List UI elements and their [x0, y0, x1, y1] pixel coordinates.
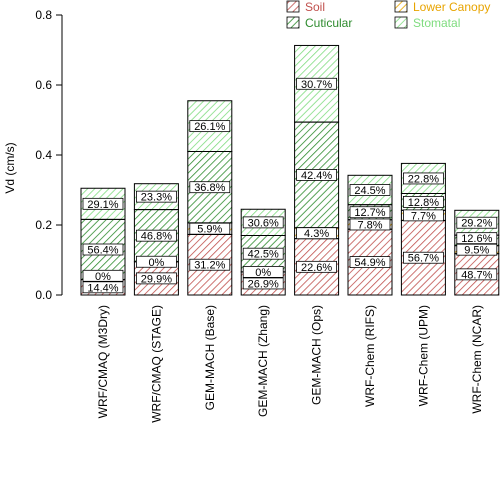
percent-label: 12.7%: [354, 207, 385, 219]
percent-label: 22.8%: [408, 173, 439, 185]
percent-labels: 14.4%0%56.4%29.1%29.9%0%46.8%23.3%31.2%5…: [82, 77, 498, 294]
percent-label-box: [296, 260, 338, 273]
legend: Soil Lower Canopy Cuticular Stomatal: [286, 0, 490, 30]
percent-label: 0%: [95, 271, 111, 283]
percent-label-box: [135, 190, 177, 203]
percent-label-box: [135, 229, 177, 242]
percent-label: 29.2%: [461, 218, 492, 230]
legend-swatch-soil: [286, 0, 300, 13]
bar-segment-outline: [187, 100, 233, 152]
percent-label: 54.9%: [354, 257, 385, 269]
percent-label-box: [349, 218, 391, 231]
bar-segment-outline: [400, 162, 446, 194]
x-category-label: WRF-Chem (UPM): [416, 305, 430, 406]
y-tick-label: 0.8: [35, 8, 52, 22]
percent-label-box: [242, 277, 284, 290]
percent-label-box: [402, 251, 444, 264]
percent-label-box: [456, 268, 498, 281]
percent-label: 31.2%: [194, 260, 225, 272]
percent-label-box: [135, 255, 177, 268]
y-tick-label: 0.4: [35, 148, 52, 162]
percent-label: 56.4%: [87, 245, 118, 257]
legend-swatch-stomatal: [394, 16, 408, 29]
percent-label-box: [349, 184, 391, 196]
percent-label: 12.8%: [408, 197, 439, 209]
percent-label-box: [189, 120, 231, 133]
legend-swatch-lower-canopy: [394, 0, 408, 13]
y-tick-label: 0.0: [35, 288, 52, 302]
percent-label-box: [82, 281, 124, 294]
legend-label: Stomatal: [413, 16, 460, 30]
percent-label-box: [189, 222, 231, 235]
percent-label: 26.1%: [194, 121, 225, 133]
percent-label: 29.1%: [87, 199, 118, 211]
percent-label: 14.4%: [87, 282, 118, 294]
x-category-label: WRF/CMAQ (STAGE): [149, 305, 163, 423]
legend-label: Soil: [305, 0, 325, 14]
bar-segment-outline: [294, 44, 340, 123]
percent-label: 24.5%: [354, 185, 385, 197]
percent-label-box: [456, 216, 498, 229]
x-category-label: WRF-Chem (RIFS): [363, 305, 377, 407]
percent-label-box: [456, 243, 498, 256]
y-tick-label: 0.6: [35, 78, 52, 92]
percent-label: 5.9%: [197, 224, 222, 236]
percent-label-box: [402, 172, 444, 185]
percent-label-box: [242, 216, 284, 229]
bar-segment-outline: [80, 187, 126, 220]
legend-label: Cuticular: [305, 16, 352, 30]
x-category-label: GEM-MACH (Base): [203, 305, 217, 410]
percent-label-box: [349, 206, 391, 219]
percent-label: 46.8%: [141, 231, 172, 243]
percent-label: 42.5%: [248, 249, 279, 261]
x-category-label: WRF/CMAQ (M3Dry): [96, 305, 110, 418]
percent-label: 7.8%: [357, 219, 382, 231]
percent-label: 9.5%: [464, 245, 489, 257]
x-category-label: GEM-MACH (Ops): [310, 305, 324, 405]
percent-label: 26.9%: [248, 278, 279, 290]
legend-label: Lower Canopy: [413, 0, 490, 14]
percent-label: 36.8%: [194, 182, 225, 194]
percent-label: 30.6%: [248, 217, 279, 229]
percent-label-box: [242, 247, 284, 260]
percent-label-box: [296, 227, 338, 240]
percent-label-box: [402, 209, 444, 222]
percent-label-box: [189, 181, 231, 194]
percent-label: 42.4%: [301, 170, 332, 182]
percent-label-box: [82, 269, 124, 282]
percent-label-box: [135, 272, 177, 285]
percent-label: 12.6%: [461, 233, 492, 245]
percent-label: 7.7%: [411, 210, 436, 222]
percent-label-box: [296, 169, 338, 181]
percent-label: 0%: [148, 257, 164, 269]
x-category-label: WRF-Chem (NCAR): [470, 305, 484, 414]
percent-label: 48.7%: [461, 269, 492, 281]
percent-label-box: [456, 232, 498, 245]
bar-segment-outline: [347, 174, 393, 206]
percent-label: 4.3%: [304, 228, 329, 240]
x-category-label: GEM-MACH (Zhang): [256, 305, 270, 417]
percent-label: 22.6%: [301, 262, 332, 274]
percent-label-box: [402, 195, 444, 208]
x-axis-category-labels: WRF/CMAQ (M3Dry) WRF/CMAQ (STAGE) GEM-MACH…: [96, 305, 484, 423]
legend-swatch-cuticular: [286, 16, 300, 29]
y-axis-title: Vd (cm/s): [3, 142, 17, 193]
bar-segment-outline: [240, 208, 286, 236]
percent-label-box: [82, 243, 124, 256]
y-axis: 0.0 0.2 0.4 0.6 0.8: [35, 8, 63, 302]
bar-segment-outline: [133, 183, 179, 211]
percent-label: 29.9%: [141, 273, 172, 285]
percent-label-box: [349, 256, 391, 269]
percent-label-box: [82, 197, 124, 210]
percent-label-box: [242, 265, 284, 278]
y-tick-label: 0.2: [35, 218, 52, 232]
percent-label-box: [189, 258, 231, 271]
percent-label: 56.7%: [408, 253, 439, 265]
percent-label: 23.3%: [141, 192, 172, 204]
percent-label: 30.7%: [301, 79, 332, 91]
percent-label: 0%: [255, 267, 271, 279]
percent-label-box: [296, 77, 338, 90]
